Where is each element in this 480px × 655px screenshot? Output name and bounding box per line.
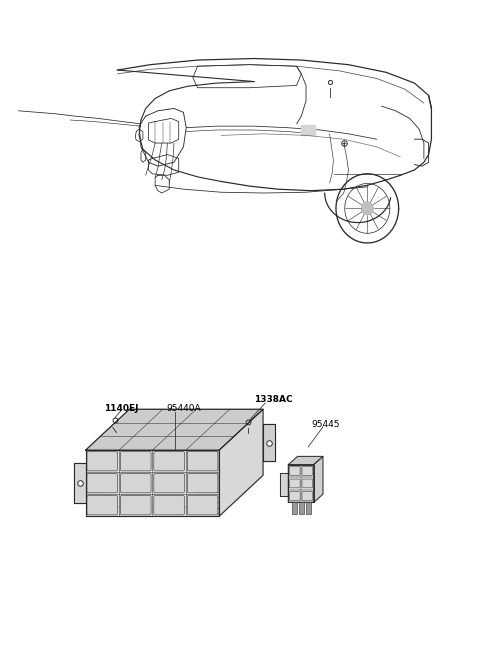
Polygon shape — [280, 473, 288, 496]
Bar — [292, 502, 297, 514]
Bar — [300, 502, 304, 514]
Text: 1338AC: 1338AC — [254, 395, 292, 403]
Polygon shape — [263, 424, 275, 460]
FancyBboxPatch shape — [187, 495, 218, 515]
Polygon shape — [85, 409, 263, 450]
Polygon shape — [361, 202, 373, 215]
Polygon shape — [314, 457, 323, 502]
FancyBboxPatch shape — [120, 451, 151, 471]
FancyBboxPatch shape — [120, 495, 151, 515]
FancyBboxPatch shape — [187, 451, 218, 471]
FancyBboxPatch shape — [289, 479, 300, 488]
FancyBboxPatch shape — [154, 495, 184, 515]
Polygon shape — [219, 409, 263, 516]
FancyBboxPatch shape — [87, 474, 118, 493]
FancyBboxPatch shape — [302, 479, 313, 488]
FancyBboxPatch shape — [302, 492, 313, 500]
FancyBboxPatch shape — [154, 474, 184, 493]
Text: 95445: 95445 — [312, 420, 340, 429]
FancyBboxPatch shape — [302, 466, 313, 476]
Bar — [306, 502, 311, 514]
FancyBboxPatch shape — [87, 495, 118, 515]
Text: 1140EJ: 1140EJ — [104, 403, 139, 413]
Polygon shape — [288, 464, 314, 502]
FancyBboxPatch shape — [154, 451, 184, 471]
FancyBboxPatch shape — [120, 474, 151, 493]
Polygon shape — [85, 450, 219, 516]
FancyBboxPatch shape — [187, 474, 218, 493]
Text: 95440A: 95440A — [166, 403, 201, 413]
FancyBboxPatch shape — [87, 451, 118, 471]
FancyBboxPatch shape — [289, 492, 300, 500]
Polygon shape — [301, 125, 315, 136]
Polygon shape — [74, 463, 85, 503]
FancyBboxPatch shape — [289, 466, 300, 476]
Polygon shape — [288, 457, 323, 464]
